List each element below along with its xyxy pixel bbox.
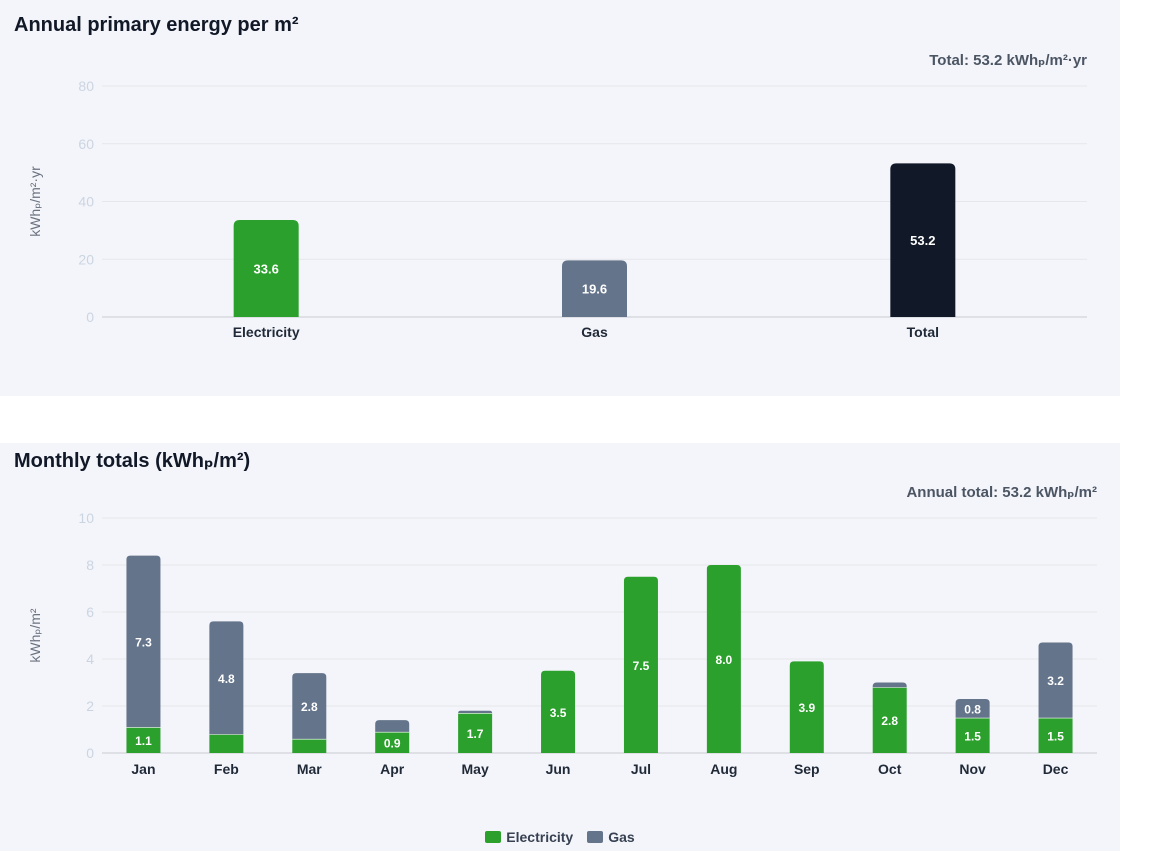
monthly-bar-gas — [955, 698, 990, 718]
monthly-bar-gas — [1038, 642, 1073, 718]
legend-label-electricity: Electricity — [506, 829, 574, 845]
monthly-bar-value-label: 0.9 — [384, 736, 401, 750]
monthly-bar-gas — [872, 682, 907, 688]
monthly-x-tick-label: May — [462, 761, 489, 777]
monthly-bar-gas — [375, 720, 410, 732]
monthly-totals-panel: Monthly totals (kWhₚ/m²) Annual total: 5… — [0, 443, 1120, 851]
monthly-bar-value-label: 1.7 — [467, 727, 484, 741]
monthly-x-tick-label: Aug — [710, 761, 737, 777]
annual-y-tick-label: 80 — [78, 78, 94, 94]
legend-item-electricity[interactable]: Electricity — [485, 829, 573, 845]
annual-total-label: Total: 53.2 kWhₚ/m²·yr — [929, 52, 1087, 69]
monthly-x-tick-label: Jun — [546, 761, 571, 777]
monthly-y-tick-label: 8 — [86, 557, 94, 573]
monthly-bar-electricity — [126, 727, 161, 753]
monthly-y-tick-label: 10 — [78, 510, 94, 526]
monthly-bar-value-label: 1.1 — [135, 734, 152, 748]
annual-x-tick-label: Electricity — [233, 324, 300, 340]
monthly-bar-electricity — [292, 738, 327, 753]
annual-bar-electricity — [233, 219, 299, 317]
monthly-bar-value-label: 4.8 — [218, 672, 235, 686]
monthly-bar-electricity — [789, 661, 824, 753]
monthly-x-tick-label: Dec — [1043, 761, 1069, 777]
monthly-bar-electricity — [541, 670, 576, 753]
monthly-bar-value-label: 1.5 — [964, 729, 981, 743]
monthly-x-tick-label: Apr — [380, 761, 405, 777]
monthly-x-tick-label: Oct — [878, 761, 902, 777]
monthly-bar-value-label: 7.3 — [135, 635, 152, 649]
legend-swatch-gas — [587, 831, 604, 843]
annual-y-tick-label: 60 — [78, 136, 94, 152]
monthly-x-tick-label: Feb — [214, 761, 239, 777]
monthly-bar-electricity — [209, 734, 244, 753]
annual-y-axis-label: kWhₚ/m²·yr — [27, 166, 43, 237]
monthly-bar-gas — [458, 710, 493, 714]
annual-bar-value-label: 33.6 — [254, 261, 279, 276]
monthly-bar-value-label: 2.8 — [881, 714, 898, 728]
chart-legend: Electricity Gas — [0, 829, 1120, 845]
monthly-chart-title: Monthly totals (kWhₚ/m²) — [14, 450, 251, 472]
legend-item-gas[interactable]: Gas — [587, 829, 635, 845]
annual-x-tick-label: Gas — [581, 324, 608, 340]
monthly-bar-electricity — [1038, 717, 1073, 753]
annual-energy-panel: Annual primary energy per m² Total: 53.2… — [0, 0, 1120, 396]
annual-bar-total — [890, 163, 956, 317]
monthly-bar-value-label: 3.5 — [550, 706, 567, 720]
annual-bar-value-label: 19.6 — [582, 282, 607, 297]
monthly-stacked-bar-chart: 0 2 4 6 8 10 kWhₚ/m² 1.1 7.3 Jan 4.8 Feb 2.8 Mar 0.9 Ap… — [27, 510, 1097, 777]
annual-y-tick-label: 40 — [78, 194, 94, 210]
annual-bar-value-label: 53.2 — [910, 233, 935, 248]
legend-swatch-electricity — [485, 831, 502, 843]
legend-label-gas: Gas — [608, 829, 635, 845]
monthly-y-tick-label: 6 — [86, 604, 94, 620]
monthly-bar-value-label: 3.9 — [798, 701, 815, 715]
monthly-bar-electricity — [706, 565, 741, 753]
monthly-bar-electricity — [458, 713, 493, 753]
annual-y-tick-label: 20 — [78, 251, 94, 267]
monthly-x-tick-label: Jan — [131, 761, 155, 777]
monthly-y-tick-label: 4 — [86, 651, 94, 667]
monthly-x-tick-label: Nov — [959, 761, 986, 777]
annual-x-tick-label: Total — [907, 324, 939, 340]
monthly-bar-value-label: 3.2 — [1047, 674, 1064, 688]
monthly-bar-value-label: 1.5 — [1047, 729, 1064, 743]
monthly-y-tick-label: 2 — [86, 698, 94, 714]
monthly-bar-electricity — [872, 687, 907, 753]
monthly-x-tick-label: Jul — [631, 761, 651, 777]
monthly-bar-gas — [209, 621, 244, 735]
monthly-bar-value-label: 8.0 — [716, 653, 733, 667]
monthly-bar-electricity — [623, 576, 658, 753]
annual-y-tick-label: 0 — [86, 309, 94, 325]
annual-bar-chart: 0 20 40 60 80 kWhₚ/m²·yr 33.6 Electricity 19.6 Ga… — [27, 78, 1087, 340]
monthly-bar-value-label: 0.8 — [964, 702, 981, 716]
monthly-bar-electricity — [375, 731, 410, 753]
annual-chart-title: Annual primary energy per m² — [14, 14, 299, 36]
monthly-y-tick-label: 0 — [86, 745, 94, 761]
monthly-bar-value-label: 2.8 — [301, 700, 318, 714]
monthly-x-tick-label: Sep — [794, 761, 820, 777]
monthly-total-label: Annual total: 53.2 kWhₚ/m² — [906, 484, 1097, 501]
monthly-x-tick-label: Mar — [297, 761, 322, 777]
monthly-bar-gas — [292, 673, 327, 739]
monthly-y-axis-label: kWhₚ/m² — [27, 608, 43, 663]
annual-bar-gas — [562, 260, 627, 317]
monthly-bar-electricity — [955, 717, 990, 753]
monthly-bar-gas — [126, 555, 161, 728]
monthly-bar-value-label: 7.5 — [633, 659, 650, 673]
